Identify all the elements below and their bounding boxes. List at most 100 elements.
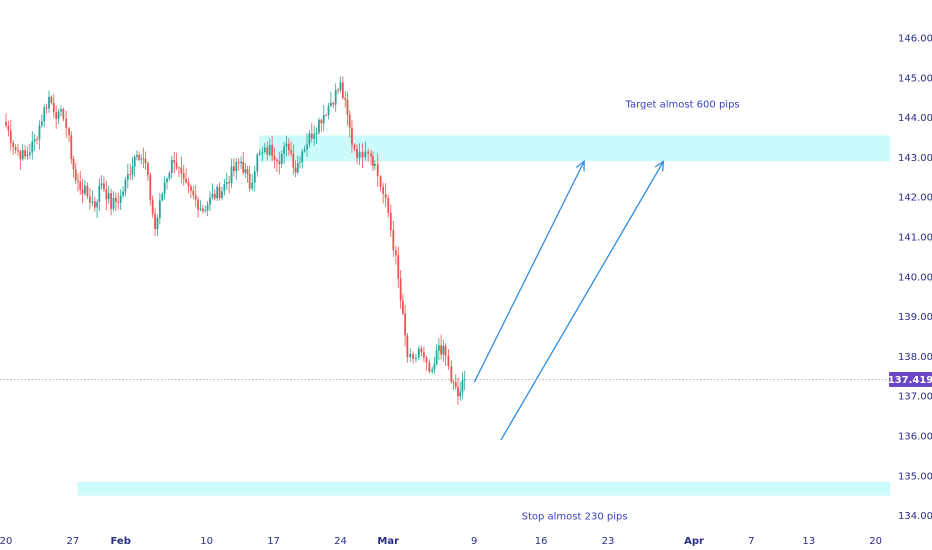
candle-body	[107, 193, 110, 200]
candle	[440, 334, 443, 360]
candle	[244, 163, 247, 178]
candle	[346, 91, 349, 126]
candle-body	[318, 119, 320, 133]
candle-body	[89, 196, 91, 203]
candle	[394, 246, 397, 265]
candle-body	[81, 189, 84, 194]
candle	[96, 199, 99, 218]
candle	[98, 178, 101, 212]
candle	[358, 143, 361, 165]
y-tick-label: 136.000	[898, 432, 932, 443]
x-tick-label: 23	[602, 536, 615, 547]
candle	[147, 161, 149, 181]
candle-body	[273, 156, 276, 160]
candle-body	[397, 255, 400, 279]
x-axis: 20 27 Feb 10 17 24 Mar 9 16 23 Apr 7 13 20	[0, 536, 882, 547]
y-tick-label: 135.000	[898, 471, 932, 482]
candle-body	[315, 132, 318, 135]
candle	[256, 152, 259, 177]
candle-body	[26, 154, 29, 157]
candle	[211, 183, 214, 200]
candle-body	[142, 158, 145, 160]
candle-body	[122, 191, 124, 196]
candle	[253, 165, 256, 192]
candle	[81, 179, 84, 204]
candle-body	[337, 90, 339, 91]
candle	[433, 356, 436, 374]
candle-body	[361, 152, 364, 158]
arrow-head	[654, 160, 665, 172]
candle-body	[24, 150, 27, 157]
candle	[86, 182, 89, 199]
candle	[230, 158, 233, 188]
candle	[126, 163, 129, 189]
candle	[315, 127, 318, 144]
candle-body	[367, 151, 370, 154]
candle-body	[425, 357, 428, 363]
candle-body	[278, 161, 281, 165]
x-tick-label: Feb	[110, 536, 130, 547]
candle-body	[138, 155, 140, 160]
candle-body	[444, 345, 447, 356]
arrow-head	[575, 160, 585, 172]
candle-body	[124, 179, 127, 192]
candle	[24, 145, 27, 160]
candle	[435, 344, 438, 366]
candle	[387, 194, 390, 218]
candle	[14, 144, 17, 154]
candle-body	[126, 174, 129, 180]
candle-body	[33, 139, 36, 142]
candle-body	[356, 148, 358, 158]
candle	[379, 174, 382, 192]
candle-body	[5, 121, 7, 126]
candle	[344, 91, 347, 108]
candle	[129, 163, 132, 181]
candle	[246, 165, 249, 183]
candle	[204, 205, 207, 213]
candle	[5, 113, 7, 128]
y-axis[interactable]: 134.000 135.000 136.000 137.000 138.000 139.0…	[898, 34, 932, 523]
candle-body	[65, 118, 68, 129]
candle	[185, 168, 188, 184]
candle-body	[93, 201, 96, 208]
candle	[105, 181, 108, 210]
candle	[17, 143, 19, 156]
candle-body	[114, 197, 117, 202]
candle	[389, 204, 392, 237]
candle-body	[163, 182, 166, 194]
candle-body	[199, 208, 202, 210]
x-tick-label: 20	[869, 536, 882, 547]
candle-body	[57, 111, 60, 119]
annotations-layer: Target almost 600 pips Stop almost 230 pi…	[522, 100, 740, 523]
candle	[28, 143, 31, 159]
candle	[201, 204, 204, 214]
zones-layer	[77, 135, 891, 496]
candle-body	[211, 193, 214, 198]
candle	[84, 180, 86, 196]
candle-body	[292, 153, 295, 168]
candle-body	[353, 144, 356, 149]
candle	[263, 143, 266, 154]
candle	[437, 338, 440, 361]
candle-body	[147, 163, 149, 175]
candle-body	[437, 345, 440, 351]
candle	[50, 95, 53, 105]
candle-body	[218, 186, 221, 199]
candle-body	[406, 335, 409, 357]
candle-body	[454, 382, 457, 387]
candle-body	[344, 97, 347, 100]
candle-body	[276, 159, 278, 162]
candle-body	[70, 135, 73, 160]
candle	[463, 370, 466, 391]
candle-body	[206, 204, 209, 211]
candle	[178, 166, 180, 178]
candle-body	[376, 163, 379, 177]
candle	[7, 120, 10, 137]
x-tick-label: 27	[67, 536, 80, 547]
candle	[285, 135, 288, 157]
candle	[199, 200, 202, 212]
candle	[138, 151, 140, 162]
candle-body	[346, 99, 349, 115]
candle	[140, 153, 143, 165]
